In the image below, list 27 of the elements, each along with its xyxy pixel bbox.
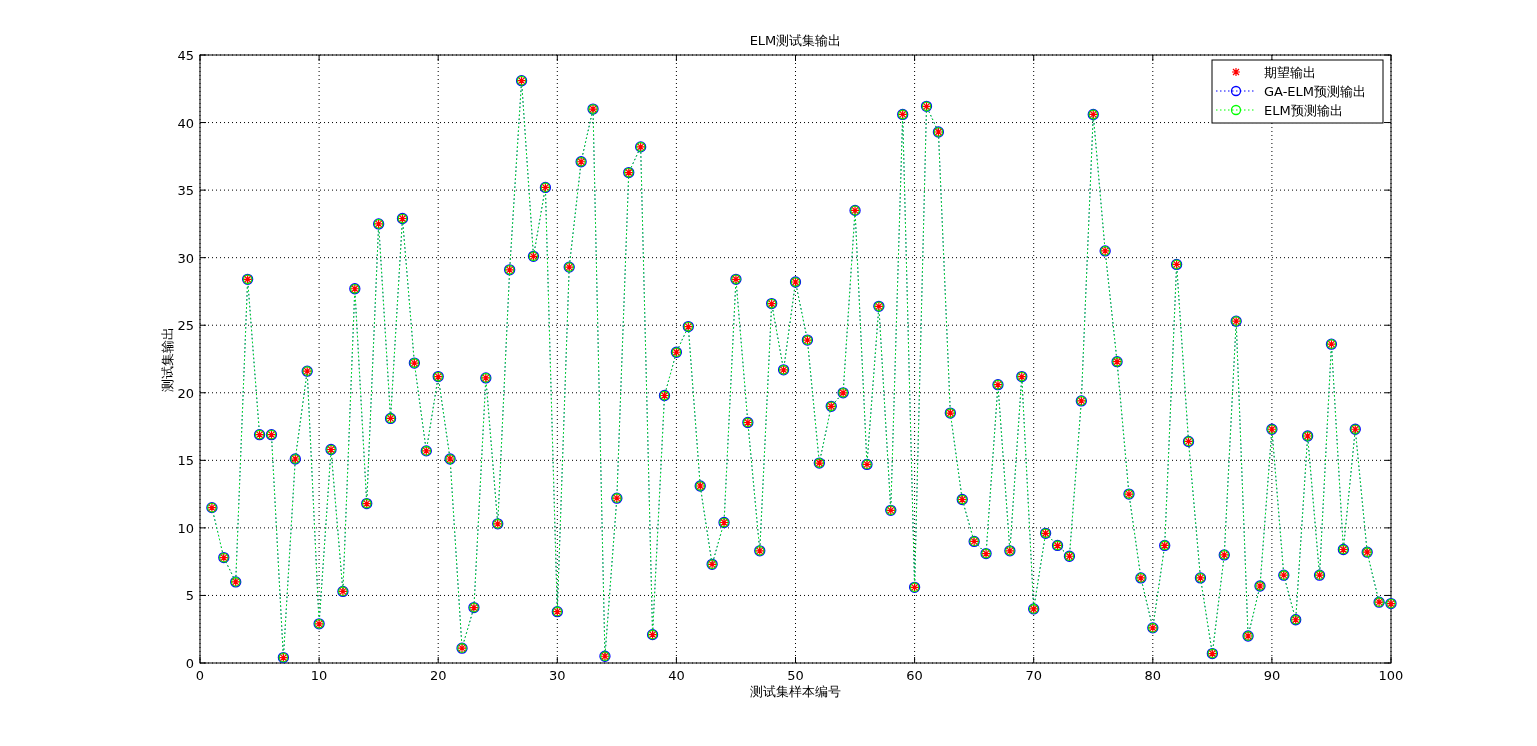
x-tick-label: 50 [787, 668, 804, 683]
y-tick-label: 0 [185, 656, 194, 671]
y-tick-label: 35 [177, 183, 194, 199]
y-tick-label: 5 [185, 588, 194, 604]
x-tick-label: 70 [1025, 668, 1042, 683]
legend-label: ELM预测输出 [1264, 103, 1343, 118]
x-tick-label: 10 [310, 668, 328, 683]
y-tick-label: 40 [177, 115, 194, 131]
x-tick-label: 100 [1378, 668, 1404, 683]
chart-title: ELM测试集输出 [749, 33, 842, 48]
x-tick-label: 0 [195, 668, 205, 683]
y-axis-title: 测试集输出 [160, 326, 175, 392]
y-tick-label: 15 [177, 453, 194, 469]
y-tick-label: 20 [177, 385, 194, 401]
x-tick-label: 30 [549, 668, 566, 683]
x-tick-label: 90 [1263, 668, 1281, 683]
legend-label: 期望输出 [1264, 65, 1316, 80]
y-tick-label: 30 [177, 250, 194, 266]
x-tick-label: 60 [906, 668, 923, 683]
legend-label: GA-ELM预测输出 [1264, 84, 1367, 99]
x-tick-label: 40 [668, 668, 685, 683]
x-tick-label: 80 [1144, 668, 1162, 683]
y-tick-label: 10 [177, 520, 194, 536]
y-tick-label: 45 [177, 48, 194, 63]
x-axis-title: 测试集样本编号 [750, 684, 841, 699]
y-tick-label: 25 [177, 318, 194, 334]
x-tick-label: 20 [429, 668, 447, 683]
